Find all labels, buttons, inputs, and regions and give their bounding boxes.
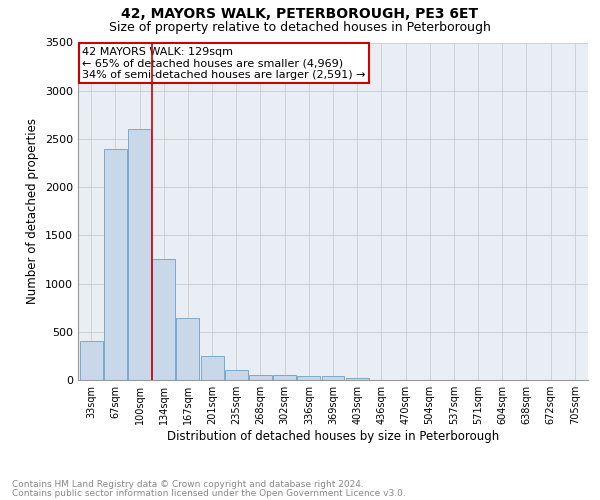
Bar (249, 374, 272, 380)
X-axis label: Distribution of detached houses by size in Peterborough: Distribution of detached houses by size … (167, 430, 499, 443)
Y-axis label: Number of detached properties: Number of detached properties (26, 118, 40, 304)
Text: Contains public sector information licensed under the Open Government Licence v3: Contains public sector information licen… (12, 488, 406, 498)
Bar (273, 374, 296, 380)
Bar (200, 356, 224, 380)
Bar (80, 342, 103, 380)
Bar (152, 260, 175, 380)
Text: 42 MAYORS WALK: 129sqm
← 65% of detached houses are smaller (4,969)
34% of semi-: 42 MAYORS WALK: 129sqm ← 65% of detached… (82, 46, 365, 80)
Text: Contains HM Land Registry data © Crown copyright and database right 2024.: Contains HM Land Registry data © Crown c… (12, 480, 364, 489)
Text: Size of property relative to detached houses in Peterborough: Size of property relative to detached ho… (109, 21, 491, 34)
Bar (176, 318, 199, 380)
Text: 42, MAYORS WALK, PETERBOROUGH, PE3 6ET: 42, MAYORS WALK, PETERBOROUGH, PE3 6ET (121, 8, 479, 22)
Bar (346, 378, 368, 380)
Bar (128, 130, 151, 380)
Bar (104, 148, 127, 380)
Bar (322, 376, 344, 380)
Bar (298, 376, 320, 380)
Bar (225, 370, 248, 380)
